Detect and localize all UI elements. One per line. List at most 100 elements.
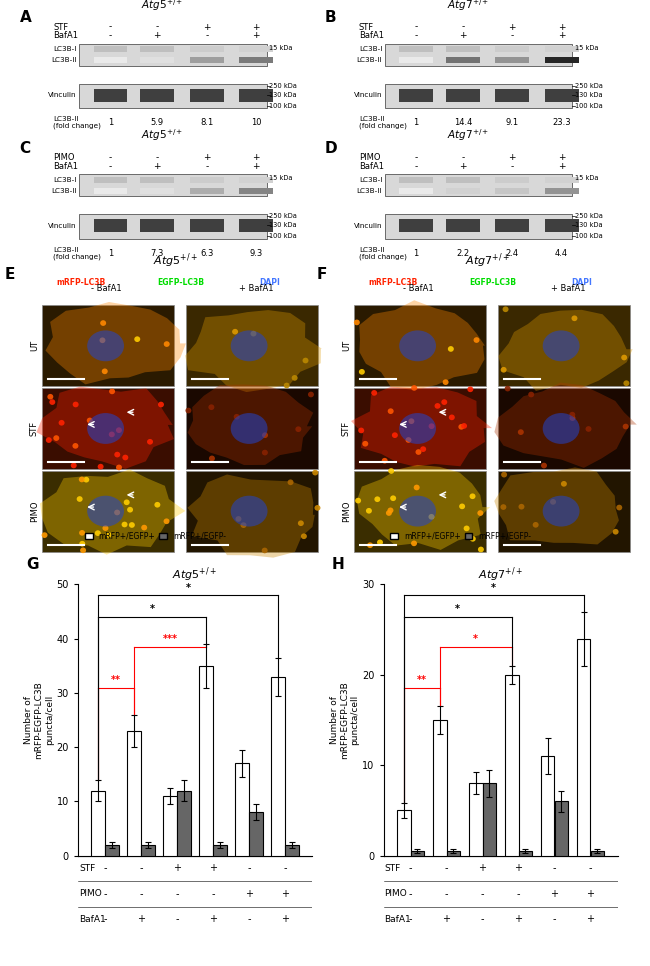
Text: +: + (478, 864, 486, 873)
Text: -: - (462, 153, 464, 162)
Circle shape (72, 443, 79, 449)
Bar (42, 305, 174, 386)
Bar (190, 57, 224, 64)
Bar (519, 851, 532, 856)
Circle shape (234, 413, 240, 419)
Bar (354, 305, 486, 386)
Circle shape (392, 433, 398, 438)
Circle shape (71, 463, 77, 469)
Circle shape (386, 510, 392, 516)
Text: +: + (281, 915, 289, 924)
Bar (399, 177, 433, 183)
Text: STF: STF (342, 421, 351, 436)
Text: G: G (27, 557, 39, 572)
Bar (495, 187, 529, 194)
Circle shape (235, 516, 241, 522)
Text: +: + (558, 153, 566, 162)
Polygon shape (494, 468, 619, 545)
Text: 23.3: 23.3 (552, 118, 571, 128)
Circle shape (448, 414, 455, 420)
Text: LC3B-I: LC3B-I (53, 46, 77, 52)
Text: 15 kDa: 15 kDa (269, 45, 292, 51)
Circle shape (371, 390, 377, 396)
Circle shape (116, 465, 122, 470)
Text: LC3B-I: LC3B-I (359, 46, 382, 52)
Bar (385, 214, 572, 239)
Polygon shape (46, 302, 186, 384)
Circle shape (292, 375, 298, 381)
Circle shape (458, 424, 464, 430)
Bar (140, 46, 174, 52)
Bar (249, 812, 263, 856)
Y-axis label: Number of
mRFP-EGFP-LC3B
puncta/cell: Number of mRFP-EGFP-LC3B puncta/cell (330, 681, 359, 759)
Bar (399, 89, 433, 102)
Text: UT: UT (342, 340, 351, 352)
Bar (140, 57, 174, 64)
Text: STF: STF (53, 22, 68, 32)
Circle shape (83, 477, 89, 483)
Circle shape (154, 502, 161, 507)
Text: -: - (109, 32, 112, 41)
Text: +: + (558, 22, 566, 32)
Polygon shape (40, 469, 185, 554)
Text: 2.4: 2.4 (506, 248, 519, 258)
Bar (94, 177, 127, 183)
Bar (141, 845, 155, 856)
Bar (140, 219, 174, 233)
Text: 1: 1 (108, 248, 113, 258)
Polygon shape (351, 386, 492, 467)
Polygon shape (187, 474, 315, 557)
Text: +: + (515, 915, 523, 924)
Ellipse shape (543, 330, 580, 361)
Circle shape (103, 526, 109, 531)
Circle shape (616, 504, 622, 510)
Circle shape (500, 367, 506, 373)
Ellipse shape (231, 496, 268, 526)
Circle shape (135, 336, 140, 342)
Bar (239, 57, 273, 64)
Ellipse shape (543, 413, 580, 444)
Text: mRFP-LC3B: mRFP-LC3B (368, 278, 417, 287)
Text: +: + (558, 32, 566, 41)
Circle shape (500, 504, 506, 510)
Bar (186, 305, 318, 386)
Circle shape (98, 464, 103, 469)
Bar (498, 305, 630, 386)
Text: -: - (109, 22, 112, 32)
Circle shape (388, 469, 394, 474)
Circle shape (467, 386, 473, 392)
Text: 250 kDa: 250 kDa (575, 83, 603, 89)
Circle shape (185, 408, 191, 413)
Circle shape (53, 436, 59, 440)
Text: $Atg5^{+/+}$: $Atg5^{+/+}$ (141, 0, 184, 13)
Circle shape (519, 504, 525, 509)
Circle shape (463, 526, 469, 531)
Circle shape (262, 433, 268, 438)
Title: $Atg7^{+/+}$: $Atg7^{+/+}$ (478, 566, 523, 584)
Text: BafA1: BafA1 (359, 162, 383, 171)
Text: +: + (245, 889, 253, 899)
Text: -: - (462, 22, 464, 32)
Bar (498, 470, 630, 552)
Circle shape (122, 455, 128, 461)
Circle shape (501, 471, 507, 477)
Bar (91, 790, 105, 856)
Text: STF: STF (79, 864, 96, 873)
Circle shape (164, 519, 170, 525)
Bar (239, 219, 273, 233)
Text: - BafA1: - BafA1 (92, 284, 122, 293)
Circle shape (541, 463, 547, 469)
Text: A: A (20, 11, 31, 25)
Text: -: - (409, 889, 412, 899)
Polygon shape (36, 386, 174, 469)
Circle shape (302, 357, 309, 363)
Circle shape (141, 525, 147, 530)
Circle shape (390, 496, 396, 501)
Bar (140, 187, 174, 194)
Title: $Atg5^{+/+}$: $Atg5^{+/+}$ (172, 566, 218, 584)
Text: B: B (325, 11, 337, 25)
Text: +: + (515, 864, 523, 873)
Circle shape (109, 432, 115, 438)
Text: 4.4: 4.4 (555, 248, 568, 258)
Circle shape (295, 426, 302, 432)
